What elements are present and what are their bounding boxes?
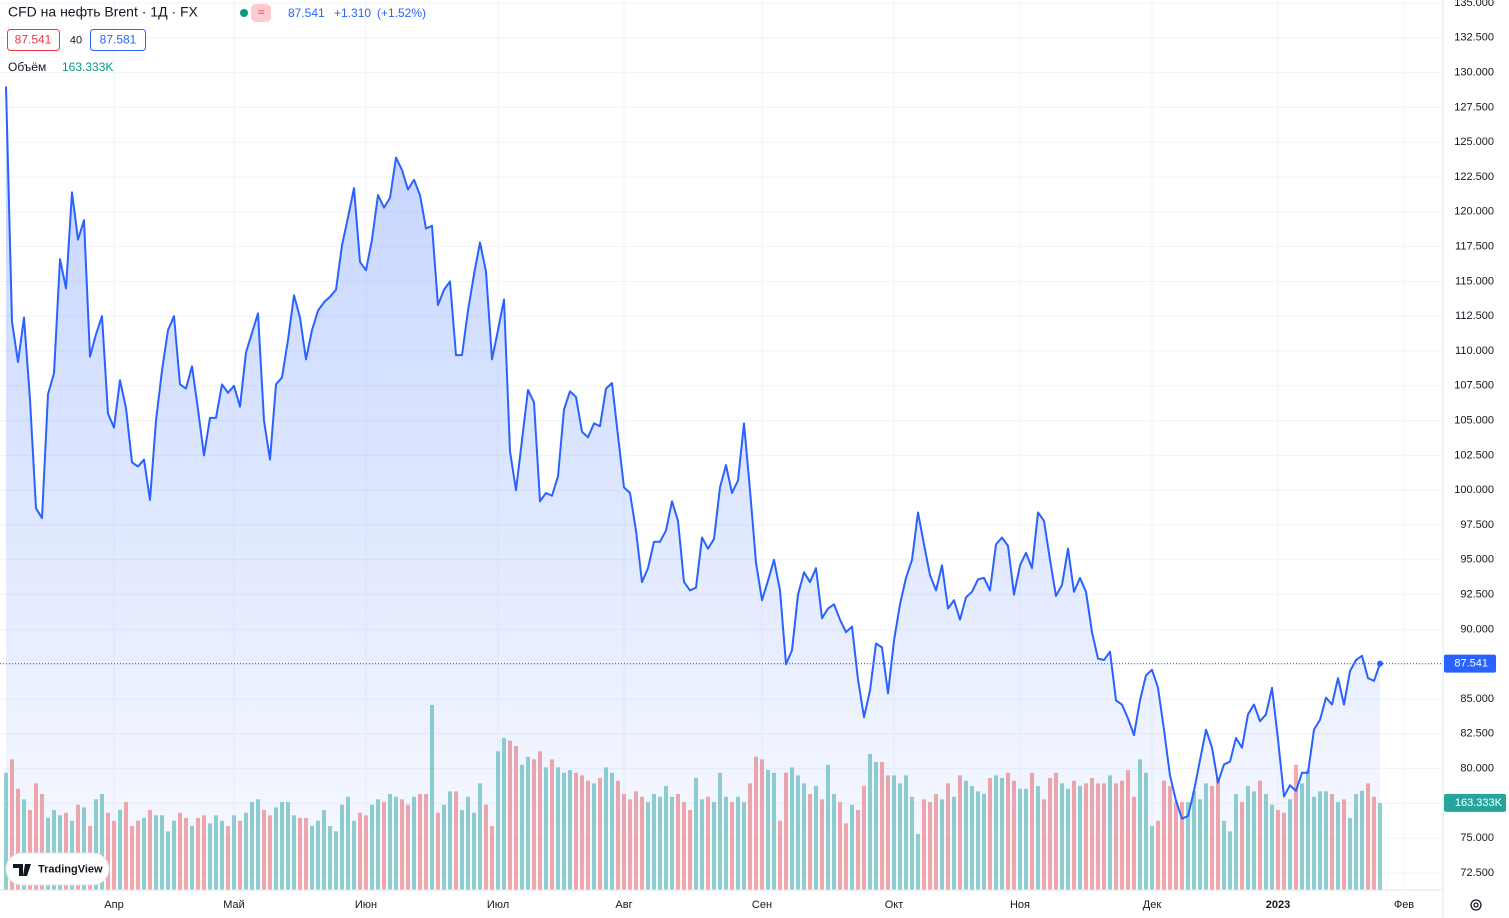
axes: 72.50075.00077.50080.00082.50085.00087.5… [104, 0, 1506, 911]
x-tick-label: Авг [615, 899, 632, 911]
last-price-label: 87.541 [1454, 658, 1488, 670]
settings-icon[interactable] [1470, 899, 1482, 911]
x-tick-label: Дек [1143, 899, 1162, 911]
y-tick-label: 95.000 [1460, 554, 1494, 566]
legend: CFD на нефть Brent · 1Д · FX ≈ 87.541 +1… [7, 4, 426, 74]
logo-icon [13, 864, 31, 876]
y-tick-label: 120.000 [1454, 206, 1494, 218]
logo-bg [5, 852, 110, 886]
status-dot [240, 9, 248, 17]
x-tick-label: Июн [355, 899, 377, 911]
y-tick-label: 130.000 [1454, 67, 1494, 79]
x-tick-label: Ноя [1010, 899, 1030, 911]
bid-box[interactable] [7, 29, 60, 51]
x-tick-label: Апр [104, 899, 123, 911]
y-tick-label: 75.000 [1460, 832, 1494, 844]
price-area [6, 86, 1380, 890]
last-price-box [1444, 654, 1496, 673]
y-tick-label: 102.500 [1454, 449, 1494, 461]
change-pct: (+1.52%) [377, 6, 426, 20]
x-tick-label: Окт [885, 899, 904, 911]
y-tick-label: 132.500 [1454, 32, 1494, 44]
y-tick-label: 107.500 [1454, 380, 1494, 392]
y-tick-label: 135.000 [1454, 0, 1494, 9]
y-tick-label: 125.000 [1454, 136, 1494, 148]
y-tick-label: 127.500 [1454, 101, 1494, 113]
x-tick-label: Май [223, 899, 245, 911]
y-tick-label: 97.500 [1460, 519, 1494, 531]
x-tick-label: 2023 [1266, 899, 1290, 911]
y-tick-label: 117.500 [1455, 241, 1494, 253]
x-tick-label: Июл [487, 899, 509, 911]
logo-text: TradingView [38, 863, 103, 875]
y-tick-label: 85.000 [1460, 693, 1494, 705]
y-tick-label: 110.000 [1455, 345, 1494, 357]
volume-label: 163.333K [1455, 797, 1503, 809]
y-tick-label: 82.500 [1460, 728, 1494, 740]
bid: 87.541 [15, 33, 52, 47]
status-badge [251, 4, 271, 22]
logo[interactable]: TradingView [5, 852, 110, 886]
y-tick-label: 92.500 [1460, 589, 1494, 601]
last-point [1377, 660, 1383, 667]
plot [0, 86, 1443, 890]
y-tick-label: 80.000 [1460, 763, 1494, 775]
y-tick-label: 100.000 [1454, 484, 1494, 496]
y-tick-label: 115.000 [1455, 275, 1494, 287]
y-tick-label: 105.000 [1454, 415, 1494, 427]
x-tick-label: Фев [1394, 899, 1414, 911]
volume-name: Объём [8, 60, 46, 74]
spread: 40 [70, 34, 82, 46]
price-line [5, 86, 1381, 820]
volume-value: 163.333K [62, 60, 113, 74]
ask: 87.581 [100, 33, 137, 47]
y-tick-label: 90.000 [1460, 623, 1494, 635]
volume-box [1444, 793, 1506, 812]
last-price: 87.541 [288, 6, 325, 20]
symbol-title: CFD на нефть Brent · 1Д · FX [8, 4, 199, 20]
y-tick-label: 122.500 [1454, 171, 1494, 183]
x-tick-label: Сен [752, 899, 772, 911]
change: +1.310 [334, 6, 371, 20]
y-tick-label: 112.500 [1455, 310, 1494, 322]
ask-box[interactable] [90, 29, 146, 51]
y-tick-label: 72.500 [1460, 867, 1494, 879]
status-icon: ≈ [258, 5, 265, 19]
